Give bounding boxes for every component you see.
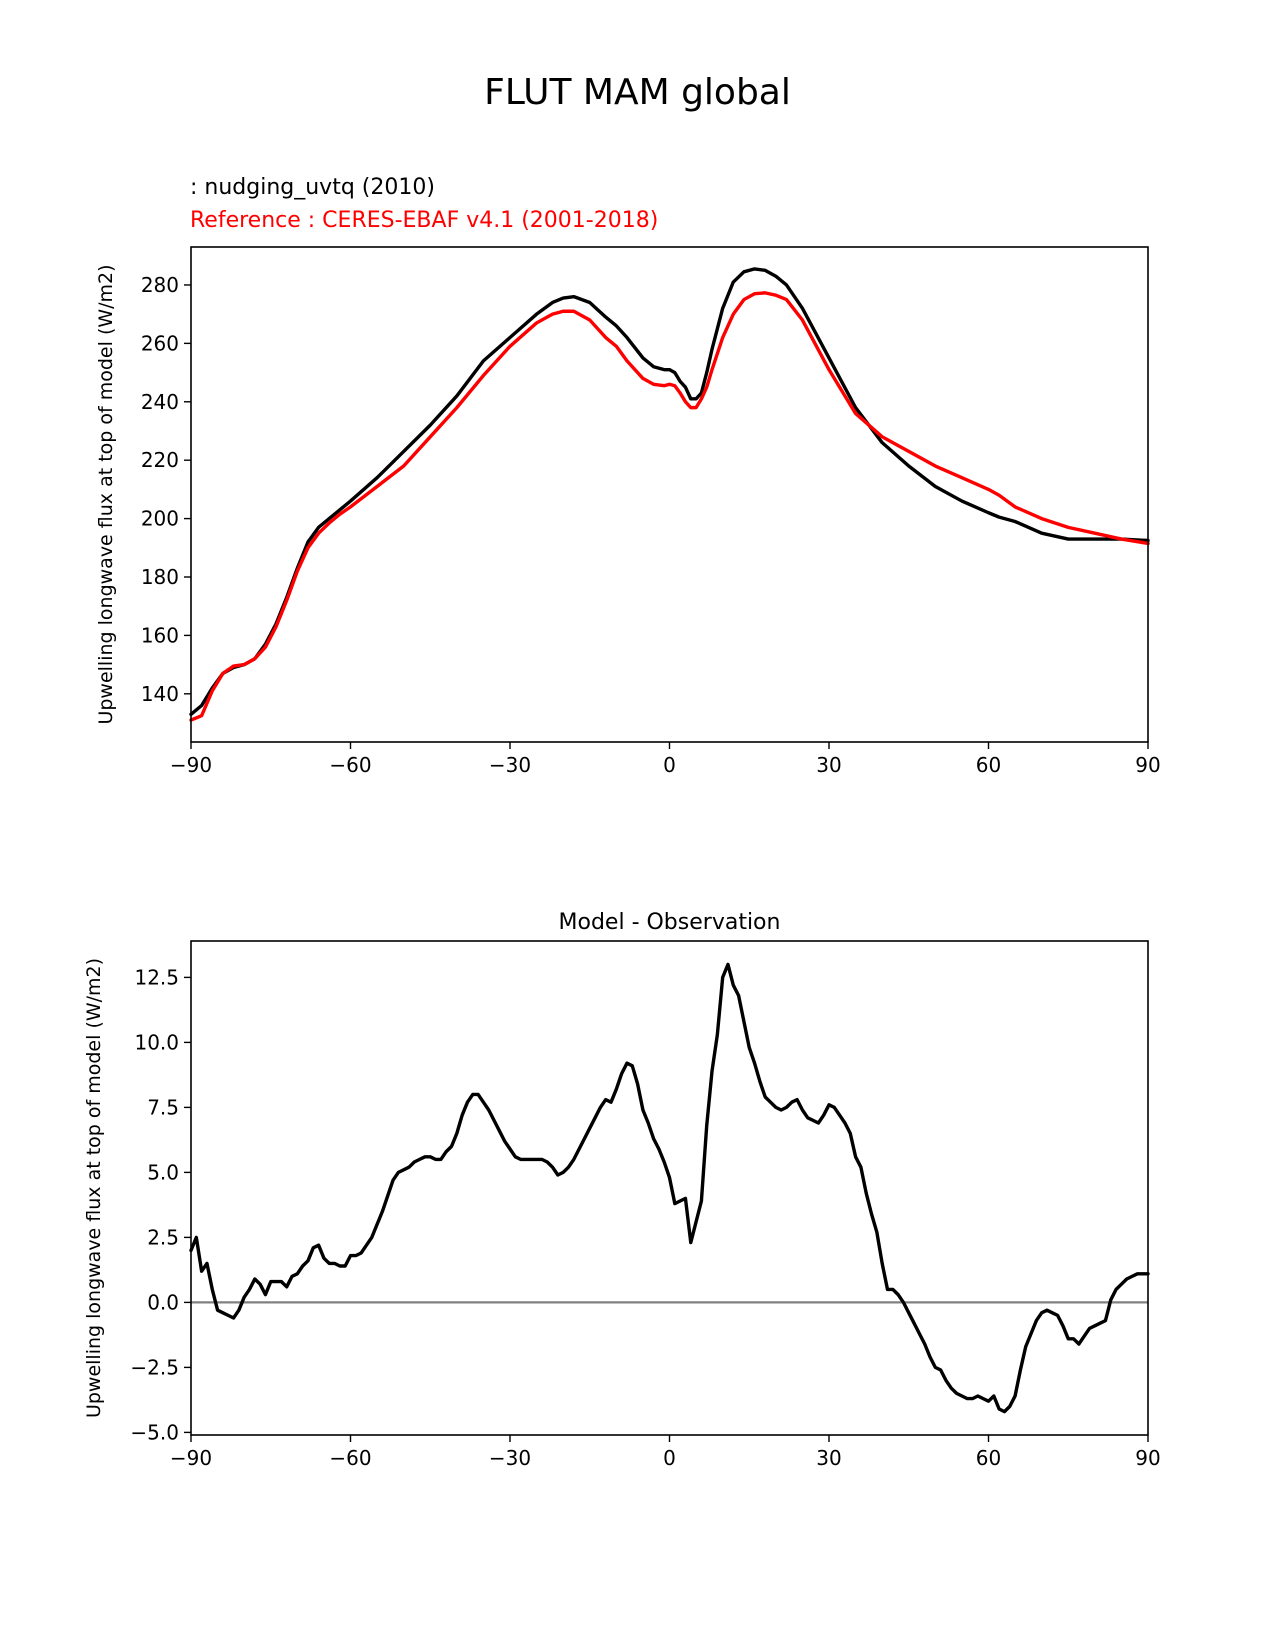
axes-frame: [190, 940, 1149, 1436]
y-tick-label: 200: [141, 507, 179, 531]
x-tick-label: −60: [329, 1446, 371, 1470]
x-tick-label: 60: [976, 1446, 1001, 1470]
figure-title: FLUT MAM global: [484, 72, 791, 113]
reference-legend-label: Reference : CERES-EBAF v4.1 (2001-2018): [190, 208, 659, 233]
y-axis-label: Upwelling longwave flux at top of model …: [95, 264, 117, 724]
y-tick-label: −2.5: [130, 1355, 179, 1379]
y-tick-label: 12.5: [134, 965, 179, 989]
x-tick-label: 30: [816, 753, 841, 777]
series-line-model: [189, 267, 1150, 716]
x-tick-label: 90: [1135, 1446, 1160, 1470]
x-tick-label: 0: [663, 1446, 676, 1470]
x-tick-label: 60: [976, 753, 1001, 777]
y-tick-label: 140: [141, 682, 179, 706]
x-tick-label: 30: [816, 1446, 841, 1470]
y-tick-label: −5.0: [130, 1420, 179, 1444]
x-tick-label: −90: [170, 1446, 212, 1470]
y-tick-label: 260: [141, 331, 179, 355]
test-legend-label: : nudging_uvtq (2010): [190, 175, 435, 200]
chart-title: Model - Observation: [559, 910, 781, 935]
x-tick-label: 90: [1135, 753, 1160, 777]
x-tick-label: −30: [489, 1446, 531, 1470]
y-tick-label: 160: [141, 623, 179, 647]
y-tick-label: 280: [141, 273, 179, 297]
y-tick-label: 10.0: [134, 1030, 179, 1054]
x-tick-label: −30: [489, 753, 531, 777]
y-tick-label: 2.5: [147, 1225, 179, 1249]
series-line-reference: [189, 291, 1150, 722]
x-tick-label: 0: [663, 753, 676, 777]
y-tick-label: 220: [141, 448, 179, 472]
y-axis-label: Upwelling longwave flux at top of model …: [83, 958, 105, 1418]
y-tick-label: 5.0: [147, 1160, 179, 1184]
y-tick-label: 180: [141, 565, 179, 589]
y-tick-label: 0.0: [147, 1290, 179, 1314]
x-tick-label: −60: [329, 753, 371, 777]
series-line-difference: [189, 962, 1150, 1414]
y-tick-label: 7.5: [147, 1095, 179, 1119]
y-tick-label: 240: [141, 390, 179, 414]
x-tick-label: −90: [170, 753, 212, 777]
